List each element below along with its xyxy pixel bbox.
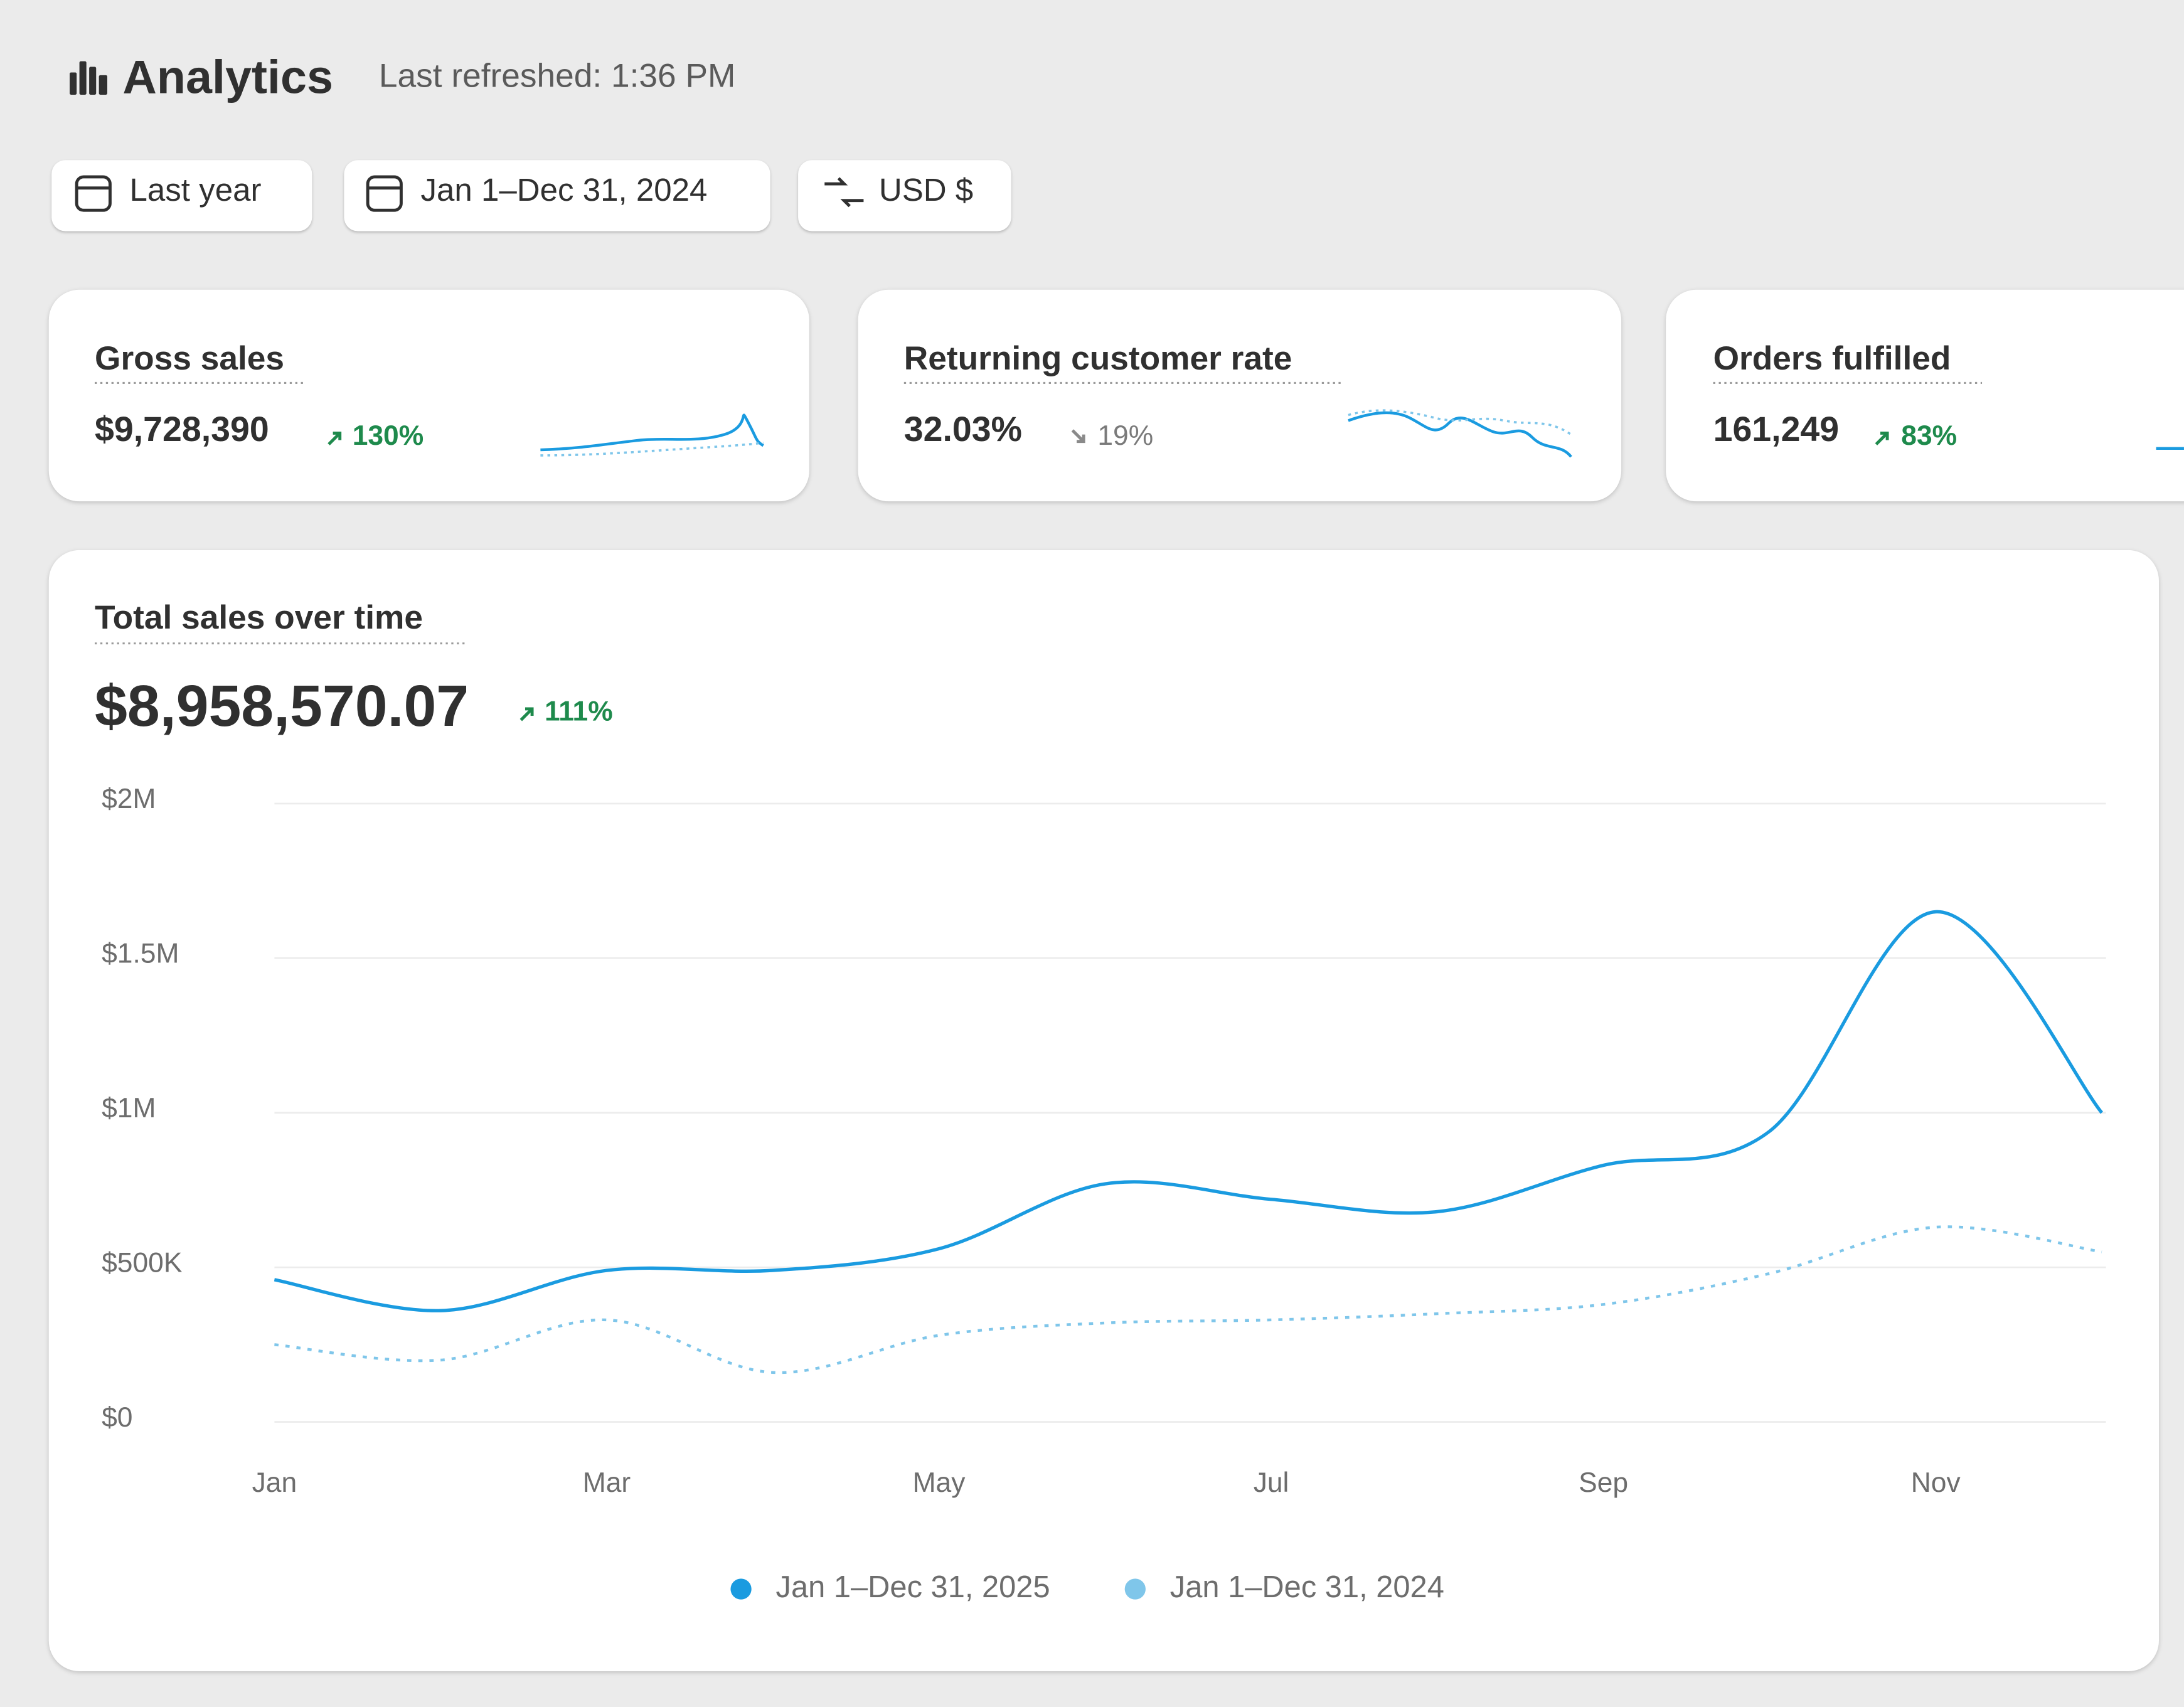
filter-button[interactable]: Last year bbox=[51, 160, 312, 231]
x-tick-label: Jan bbox=[252, 1467, 297, 1498]
series-line bbox=[274, 1225, 2102, 1375]
filter-label[interactable]: Last year bbox=[130, 172, 262, 208]
filter-button[interactable]: Jan 1–Dec 31, 2024 bbox=[344, 160, 770, 231]
chart-card bbox=[48, 550, 2159, 1671]
x-tick-label: Nov bbox=[1911, 1467, 1961, 1498]
sparkline bbox=[540, 413, 764, 452]
legend-swatch bbox=[1124, 1578, 1146, 1600]
kpi-change: 83% bbox=[1901, 420, 1957, 451]
kpi-value: $9,728,390 bbox=[95, 410, 269, 449]
legend-label: Jan 1–Dec 31, 2024 bbox=[1170, 1570, 1444, 1604]
chart-total: $8,958,570.07 bbox=[95, 673, 469, 738]
filter-label[interactable]: USD $ bbox=[879, 172, 973, 208]
chart-change: 111% bbox=[545, 696, 613, 726]
kpi-card[interactable]: Gross sales $9,728,390 130% bbox=[48, 289, 809, 502]
kpi-title: Returning customer rate bbox=[904, 340, 1292, 377]
kpi-title: Orders fulfilled bbox=[1713, 340, 1951, 377]
page-title: Analytics bbox=[122, 51, 333, 104]
kpi-title: Gross sales bbox=[95, 340, 284, 377]
sparkline bbox=[1348, 409, 1572, 436]
x-tick-label: Jul bbox=[1254, 1467, 1289, 1498]
last-refreshed: Last refreshed: 1:36 PM bbox=[379, 57, 735, 94]
legend-label: Jan 1–Dec 31, 2025 bbox=[776, 1570, 1050, 1604]
kpi-value: 32.03% bbox=[904, 410, 1022, 449]
legend-item[interactable]: Jan 1–Dec 31, 2024 bbox=[1124, 1570, 1444, 1604]
kpi-value: 161,249 bbox=[1713, 410, 1840, 449]
x-tick-label: Sep bbox=[1579, 1467, 1628, 1498]
y-tick-label: $500K bbox=[102, 1247, 183, 1278]
legend-item[interactable]: Jan 1–Dec 31, 2025 bbox=[730, 1570, 1050, 1604]
x-tick-label: May bbox=[913, 1467, 966, 1498]
filter-label[interactable]: Jan 1–Dec 31, 2024 bbox=[420, 172, 707, 208]
y-tick-label: $0 bbox=[102, 1402, 132, 1433]
y-tick-label: $1.5M bbox=[102, 939, 179, 969]
filter-button[interactable]: USD $ bbox=[798, 160, 1011, 231]
kpi-change: 130% bbox=[353, 420, 424, 451]
sparkline bbox=[540, 442, 764, 457]
kpi-card[interactable]: Returning customer rate 32.03% 19% bbox=[858, 289, 1622, 502]
series-line bbox=[274, 910, 2104, 1312]
kpi-change: 19% bbox=[1097, 420, 1153, 451]
y-tick-label: $2M bbox=[102, 784, 156, 814]
chart-title: Total sales over time bbox=[95, 599, 423, 636]
y-tick-label: $1M bbox=[102, 1093, 156, 1124]
kpi-card[interactable]: Orders fulfilled 161,249 83% bbox=[1666, 289, 2184, 502]
x-tick-label: Mar bbox=[583, 1467, 631, 1498]
legend-swatch bbox=[730, 1578, 752, 1600]
analytics-icon bbox=[70, 61, 107, 95]
plot: $0 $500K $1M $1.5M $2M Jan Mar May Jul Sep Nov Jan … bbox=[102, 784, 2106, 1604]
